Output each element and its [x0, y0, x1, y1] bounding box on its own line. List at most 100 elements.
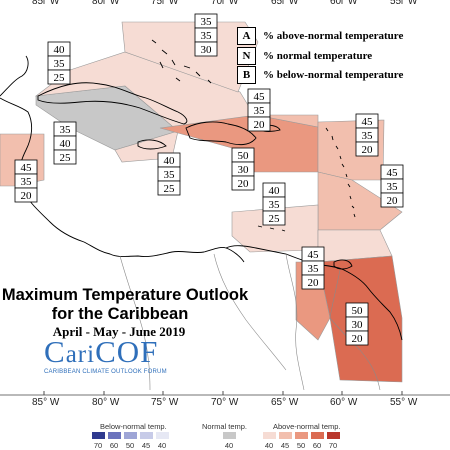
prob-value: 20	[352, 333, 364, 345]
prob-value: 40	[54, 44, 66, 56]
coast-jamaica	[137, 139, 167, 150]
coast-trinidad	[333, 259, 353, 270]
logo-wordmark: CariCOF	[44, 334, 159, 369]
prob-value: 35	[201, 16, 213, 28]
prob-value: 40	[164, 155, 176, 167]
legend-above: A % above-normal temperature	[237, 27, 403, 45]
legend-key-normal: N	[237, 47, 256, 65]
coast-cuba	[37, 82, 188, 125]
prob-value: 25	[164, 183, 176, 195]
colorbar-tick: 50	[296, 441, 306, 450]
prob-value: 35	[60, 124, 72, 136]
colorbar-tick: 70	[93, 441, 103, 450]
colorbar-tick: 70	[328, 441, 338, 450]
coast-lesser-antilles	[325, 127, 356, 218]
prob-box-west: 45 35 20	[14, 159, 38, 203]
colorbar-tick: 60	[109, 441, 119, 450]
probability-boxes: 40 35 25 35 35 30 35 40 25 40 35 25 45 35 20 50 30 20 45 35…	[14, 13, 404, 346]
colorbar-swatch-normal	[223, 432, 236, 439]
prob-value: 20	[254, 119, 266, 131]
prob-box-abc: 40 35 25	[262, 182, 286, 226]
coastlines	[0, 39, 403, 341]
colorbar-swatch-below_45	[140, 432, 153, 439]
prob-cell	[47, 69, 71, 85]
logo-subtitle: CARIBBEAN CLIMATE OUTLOOK FORUM	[44, 369, 167, 375]
prob-cell	[14, 187, 38, 203]
legend-below: B % below-normal temperature	[237, 66, 403, 84]
prob-value: 20	[362, 144, 374, 156]
coast-yucatan	[0, 55, 29, 97]
colorbar-swatch-below_60	[108, 432, 121, 439]
prob-value: 45	[21, 162, 33, 174]
coast-bahamas-1	[151, 39, 212, 84]
colorbar-tick: 40	[157, 441, 167, 450]
prob-value: 20	[238, 178, 250, 190]
prob-box-cayman: 35 40 25	[53, 121, 77, 165]
prob-value: 25	[54, 72, 66, 84]
lon-80-bottom: 80° W	[92, 397, 120, 408]
prob-box-leeward: 45 35 20	[355, 113, 379, 157]
lon-55-bottom: 55° W	[390, 397, 418, 408]
prob-value: 35	[308, 263, 320, 275]
prob-cell	[262, 210, 286, 226]
prob-value: 30	[352, 319, 364, 331]
prob-value: 35	[164, 169, 176, 181]
colorbar-swatch-below_40	[156, 432, 169, 439]
longitude-labels-top: 85° W 80° W 75° W 70° W 65° W 60° W 55° …	[32, 0, 418, 7]
lon-85-top: 85° W	[32, 0, 60, 7]
prob-value: 20	[308, 277, 320, 289]
prob-box-trinidad: 45 35 20	[301, 246, 325, 290]
legend-normal: N % normal temperature	[237, 47, 372, 65]
caricof-logo: CariCOF CARIBBEAN CLIMATE OUTLOOK FORUM	[44, 334, 184, 375]
prob-value: 30	[238, 164, 250, 176]
prob-value: 30	[201, 44, 213, 56]
zone-abc	[231, 204, 319, 253]
prob-value: 35	[201, 30, 213, 42]
prob-cell	[345, 330, 369, 346]
prob-box-windward: 45 35 20	[380, 164, 404, 208]
country-borders	[119, 253, 381, 391]
legend-text-below: % below-normal temperature	[263, 69, 404, 81]
colorbar-swatch-above_45	[279, 432, 292, 439]
legend-text-normal: % normal temperature	[263, 50, 373, 62]
prob-value: 40	[269, 185, 281, 197]
map-title: Maximum Temperature Outlook	[1, 286, 249, 304]
coast-central-america	[0, 97, 245, 263]
lon-80-top: 80° W	[92, 0, 120, 7]
lon-60-bottom: 60° W	[330, 397, 358, 408]
prob-box-guianas: 50 30 20	[345, 302, 369, 346]
colorbar-tick: 45	[280, 441, 290, 450]
map-subtitle: for the Caribbean	[51, 305, 189, 323]
colorbar-tick: 40	[224, 441, 234, 450]
prob-value: 35	[21, 176, 33, 188]
prob-cell	[231, 175, 255, 191]
prob-value: 40	[60, 138, 72, 150]
zone-cuba-band	[34, 51, 255, 132]
legend-key-below: B	[237, 66, 256, 84]
lon-70-top: 70° W	[211, 0, 239, 7]
prob-box-hispaniola: 50 30 20	[231, 147, 255, 191]
prob-box-puertorico: 45 35 20	[247, 88, 271, 132]
prob-box-cuba: 40 35 25	[47, 41, 71, 85]
prob-cell	[301, 274, 325, 290]
forecast-period: April - May - June 2019	[52, 324, 186, 339]
colorbar-above-title: Above-normal temp.	[273, 422, 341, 431]
lon-60-top: 60° W	[330, 0, 358, 7]
colorbar-tick: 40	[264, 441, 274, 450]
prob-cell	[247, 116, 271, 132]
prob-value: 50	[352, 305, 364, 317]
prob-value: 45	[308, 249, 320, 261]
prob-value: 50	[238, 150, 250, 162]
coast-south-america	[225, 245, 403, 341]
zone-puertorico	[255, 114, 319, 128]
colorbar-swatch-below_70	[92, 432, 105, 439]
prob-value: 35	[387, 181, 399, 193]
lon-65-top: 65° W	[271, 0, 299, 7]
lon-70-bottom: 70° W	[211, 397, 239, 408]
longitude-labels-bottom: 85° W 80° W 75° W 70° W 65° W 60° W 55° …	[32, 397, 418, 408]
coast-hispaniola	[185, 121, 257, 146]
colorbar-below-title: Below-normal temp.	[100, 422, 167, 431]
prob-cell	[194, 41, 218, 57]
lon-75-top: 75° W	[151, 0, 179, 7]
